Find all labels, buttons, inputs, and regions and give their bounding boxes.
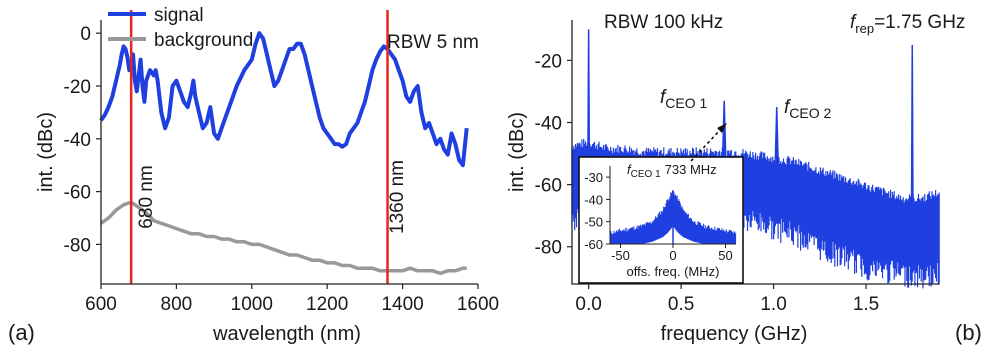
x-tick-label: 1.0 [760, 294, 786, 315]
y-tick-label: -80 [535, 238, 562, 259]
x-tick-label: 1200 [306, 294, 348, 315]
panel-a-axes-frame [100, 20, 478, 285]
fceo2-symbol: f [784, 97, 791, 118]
panel-a: 600 800 1000 1200 1400 1600 0 -20 -40 -60 -80 wav… [8, 5, 499, 345]
inset-pointer-arrow [690, 127, 723, 162]
inset-spectrum [609, 190, 737, 244]
inset-x-tick-label: -50 [611, 248, 630, 263]
panel-a-x-axis-label: wavelength (nm) [212, 323, 361, 345]
y-tick-label: -40 [64, 130, 91, 151]
inset-y-tick-label: -50 [584, 215, 603, 230]
inset-x-tick-label: 0 [669, 248, 676, 263]
marker-label-1360nm: 1360 nm [387, 160, 408, 234]
frep-value: =1.75 GHz [874, 12, 965, 33]
background-line [99, 200, 467, 276]
marker-label-680nm: 680 nm [136, 165, 157, 228]
fceo2-annotation: fCEO 2 [784, 97, 832, 121]
panel-b-x-axis-label: frequency (GHz) [661, 323, 808, 345]
panel-b-axes-frame [571, 20, 940, 285]
y-tick-label: -60 [64, 183, 91, 204]
inset-pointer-arrowhead [717, 123, 727, 133]
panel-b: 0.0 0.5 1.0 1.5 -20 -40 -60 -80 frequency (GHz… [506, 12, 982, 345]
panel-b-y-axis-label: int. (dBc) [506, 112, 528, 192]
inset-y-tick-label: -60 [584, 237, 603, 252]
fceo1-symbol: f [660, 87, 667, 108]
inset-title-subscript: CEO 1 [631, 169, 661, 180]
fceo1-subscript: CEO 1 [665, 95, 707, 111]
x-tick-label: 1600 [457, 294, 499, 315]
inset-y-tick-label: -30 [584, 170, 603, 185]
y-tick-label: -80 [64, 235, 91, 256]
signal-line [99, 31, 469, 168]
x-tick-label: 800 [161, 294, 193, 315]
fceo1-annotation: fCEO 1 [660, 87, 708, 111]
x-tick-label: 1000 [231, 294, 273, 315]
y-tick-label: -20 [64, 77, 91, 98]
panel-a-label: (a) [8, 320, 35, 345]
x-tick-label: 600 [85, 294, 117, 315]
inset-title-symbol: f [627, 162, 632, 177]
y-tick-label: -40 [535, 113, 562, 134]
frep-symbol: f [850, 12, 857, 33]
y-tick-label: 0 [80, 24, 91, 45]
fceo2-subscript: CEO 2 [789, 105, 831, 121]
panel-b-label: (b) [955, 320, 982, 345]
inset-x-axis-label: offs. freq. (MHz) [627, 264, 720, 279]
panel-b-x-ticks: 0.0 0.5 1.0 1.5 [575, 284, 879, 315]
spectrum-peak [772, 106, 781, 224]
frep-annotation: frep=1.75 GHz [850, 12, 965, 36]
legend-label-background: background [154, 30, 253, 51]
x-tick-label: 0.0 [575, 294, 601, 315]
y-tick-label: -20 [535, 51, 562, 72]
inset-title: fCEO 1 733 MHz [627, 162, 717, 180]
inset-y-tick-label: -40 [584, 192, 603, 207]
y-tick-label: -60 [535, 176, 562, 197]
inset-plot: -50 0 50 -30 -40 -50 -60 fCEO 1 733 MHz offs. … [578, 156, 744, 284]
panel-b-y-ticks: -20 -40 -60 -80 [535, 51, 572, 259]
inset-y-ticks: -30 -40 -50 -60 [584, 170, 610, 252]
panel-b-rbw-annotation: RBW 100 kHz [604, 12, 723, 33]
legend-label-signal: signal [154, 5, 204, 26]
panel-a-marker-lines [129, 10, 389, 284]
inset-x-ticks: -50 0 50 [611, 244, 733, 263]
panel-a-series [99, 31, 469, 276]
x-tick-label: 0.5 [668, 294, 694, 315]
spectrum-peak [910, 44, 915, 271]
x-tick-label: 1400 [381, 294, 423, 315]
panel-a-y-ticks: 0 -20 -40 -60 -80 [64, 24, 101, 256]
panel-a-rbw-annotation: RBW 5 nm [387, 32, 479, 53]
panel-a-x-ticks: 600 800 1000 1200 1400 1600 [85, 284, 499, 315]
inset-x-tick-label: 50 [718, 248, 732, 263]
inset-title-value: 733 MHz [665, 162, 717, 177]
x-tick-label: 1.5 [853, 294, 879, 315]
panel-a-y-axis-label: int. (dBc) [35, 112, 57, 192]
frep-subscript: rep [855, 21, 874, 36]
